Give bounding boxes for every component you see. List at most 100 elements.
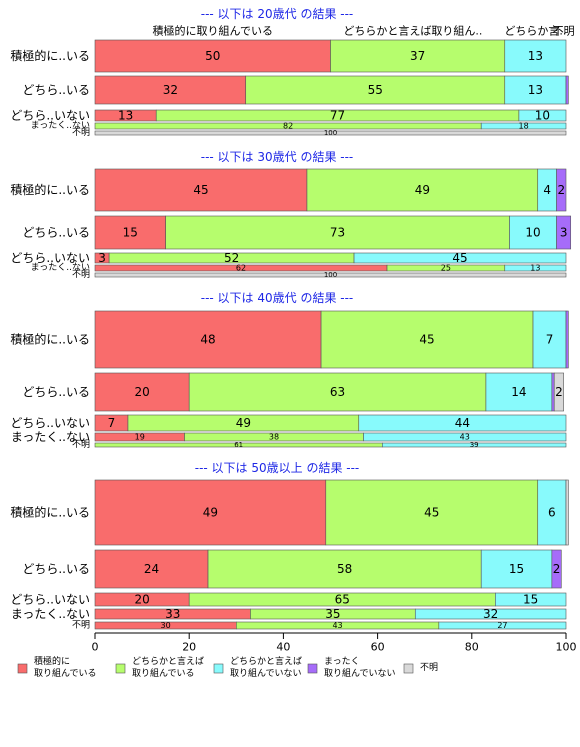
panel-title: --- 以下は 40歳代 の結果 --- [201,291,354,305]
bar-segment [320,310,534,369]
bar-segment [532,310,567,369]
bar-segment [553,372,564,412]
row-label: 不明 [72,127,90,138]
bar-segment [353,252,567,264]
data-label: 18 [519,122,529,131]
bar-segment [518,109,567,122]
panel-title: --- 以下は 30歳代 の結果 --- [201,150,354,164]
bar-segment [504,39,567,73]
bar-segment [94,372,190,412]
data-label: 45 [193,183,208,197]
bar-segment [480,122,567,130]
x-tick-label: 40 [276,641,290,654]
data-label: 100 [324,129,337,137]
row-label: どちら..いない [10,416,90,430]
row-label: 不明 [72,439,90,450]
data-label: 32 [483,607,498,621]
bar-segment [382,442,567,448]
x-tick-label: 0 [92,641,99,654]
data-label: 32 [163,83,178,97]
legend-swatch [115,663,126,674]
bar-segment [245,75,506,105]
data-label: 45 [419,333,434,347]
bar-segment [207,549,482,589]
data-label: 20 [134,593,149,607]
row-label: 積極的に..いる [10,182,90,197]
data-label: 82 [283,122,293,131]
column-header: 不明 [553,25,575,38]
data-label: 13 [528,49,543,63]
row-label: どちら..いない [10,109,90,123]
data-label: 44 [455,416,470,430]
data-label: 49 [415,183,430,197]
data-label: 62 [236,264,246,273]
bar-segment [358,414,567,432]
legend-label-line: 取り組んでいない [230,667,302,679]
data-label: 24 [144,562,159,576]
data-label: 100 [324,271,337,279]
bar-segment [165,215,510,250]
bar-segment [94,168,308,212]
data-label: 10 [535,109,550,123]
data-label: 50 [205,49,220,63]
row-label: どちら..いない [10,593,90,607]
row-label: どちら..いる [22,226,90,240]
row-label: どちら..いる [22,83,90,97]
legend-label-line: どちらかと言えば [132,655,204,667]
data-label: 35 [325,607,340,621]
row-label: まったく..ない [31,262,90,273]
column-header: 積極的に取り組んでいる [153,24,273,38]
legend-label-line: まったく [324,656,360,667]
row-label: どちら..いる [22,385,90,399]
data-label: 20 [134,385,149,399]
data-label: 13 [528,83,543,97]
legend-label: 積極的に取り組んでいる [34,655,97,679]
panel-title: --- 以下は 20歳代 の結果 --- [201,7,354,21]
bar-segment [565,75,569,105]
data-label: 25 [441,264,451,273]
row-label: 積極的に..いる [10,48,90,63]
bar-segment [537,479,567,546]
bar-segment [551,372,555,412]
data-label: 37 [410,49,425,63]
data-label: 65 [335,593,350,607]
data-label: 33 [165,607,180,621]
data-label: 52 [224,251,239,265]
bar-segment [495,592,567,607]
bar-segment [363,432,567,442]
bar-segment [188,372,487,412]
x-tick-label: 80 [465,641,479,654]
data-label: 39 [470,441,479,449]
data-label: 73 [330,226,345,240]
bar-segment [565,310,569,369]
legend-label: 不明 [420,662,438,673]
bar-segment [438,621,567,630]
data-label: 19 [135,433,145,442]
legend-swatch [17,663,28,674]
bar-segment [556,168,567,212]
data-label: 3 [98,251,106,265]
data-label: 15 [123,226,138,240]
legend-label-line: 不明 [420,662,438,673]
legend-swatch [213,663,224,674]
legend-swatch [403,663,414,674]
legend-swatch [307,663,318,674]
data-label: 48 [200,333,215,347]
bar-segment [306,168,539,212]
legend-label: どちらかと言えば取り組んでいる [132,655,204,679]
data-label: 27 [497,621,507,630]
data-label: 45 [452,251,467,265]
data-label: 13 [118,109,133,123]
row-label: まったく..ない [11,607,90,621]
row-label: 積極的に..いる [10,332,90,347]
data-label: 49 [236,416,251,430]
data-label: 3 [560,226,568,240]
data-label: 43 [332,621,342,630]
row-label: まったく..ない [31,120,90,131]
x-tick-label: 60 [371,641,385,654]
data-label: 15 [509,562,524,576]
data-label: 49 [203,506,218,520]
data-label: 77 [330,109,345,123]
legend-label: まったく取り組んでいない [324,656,396,679]
